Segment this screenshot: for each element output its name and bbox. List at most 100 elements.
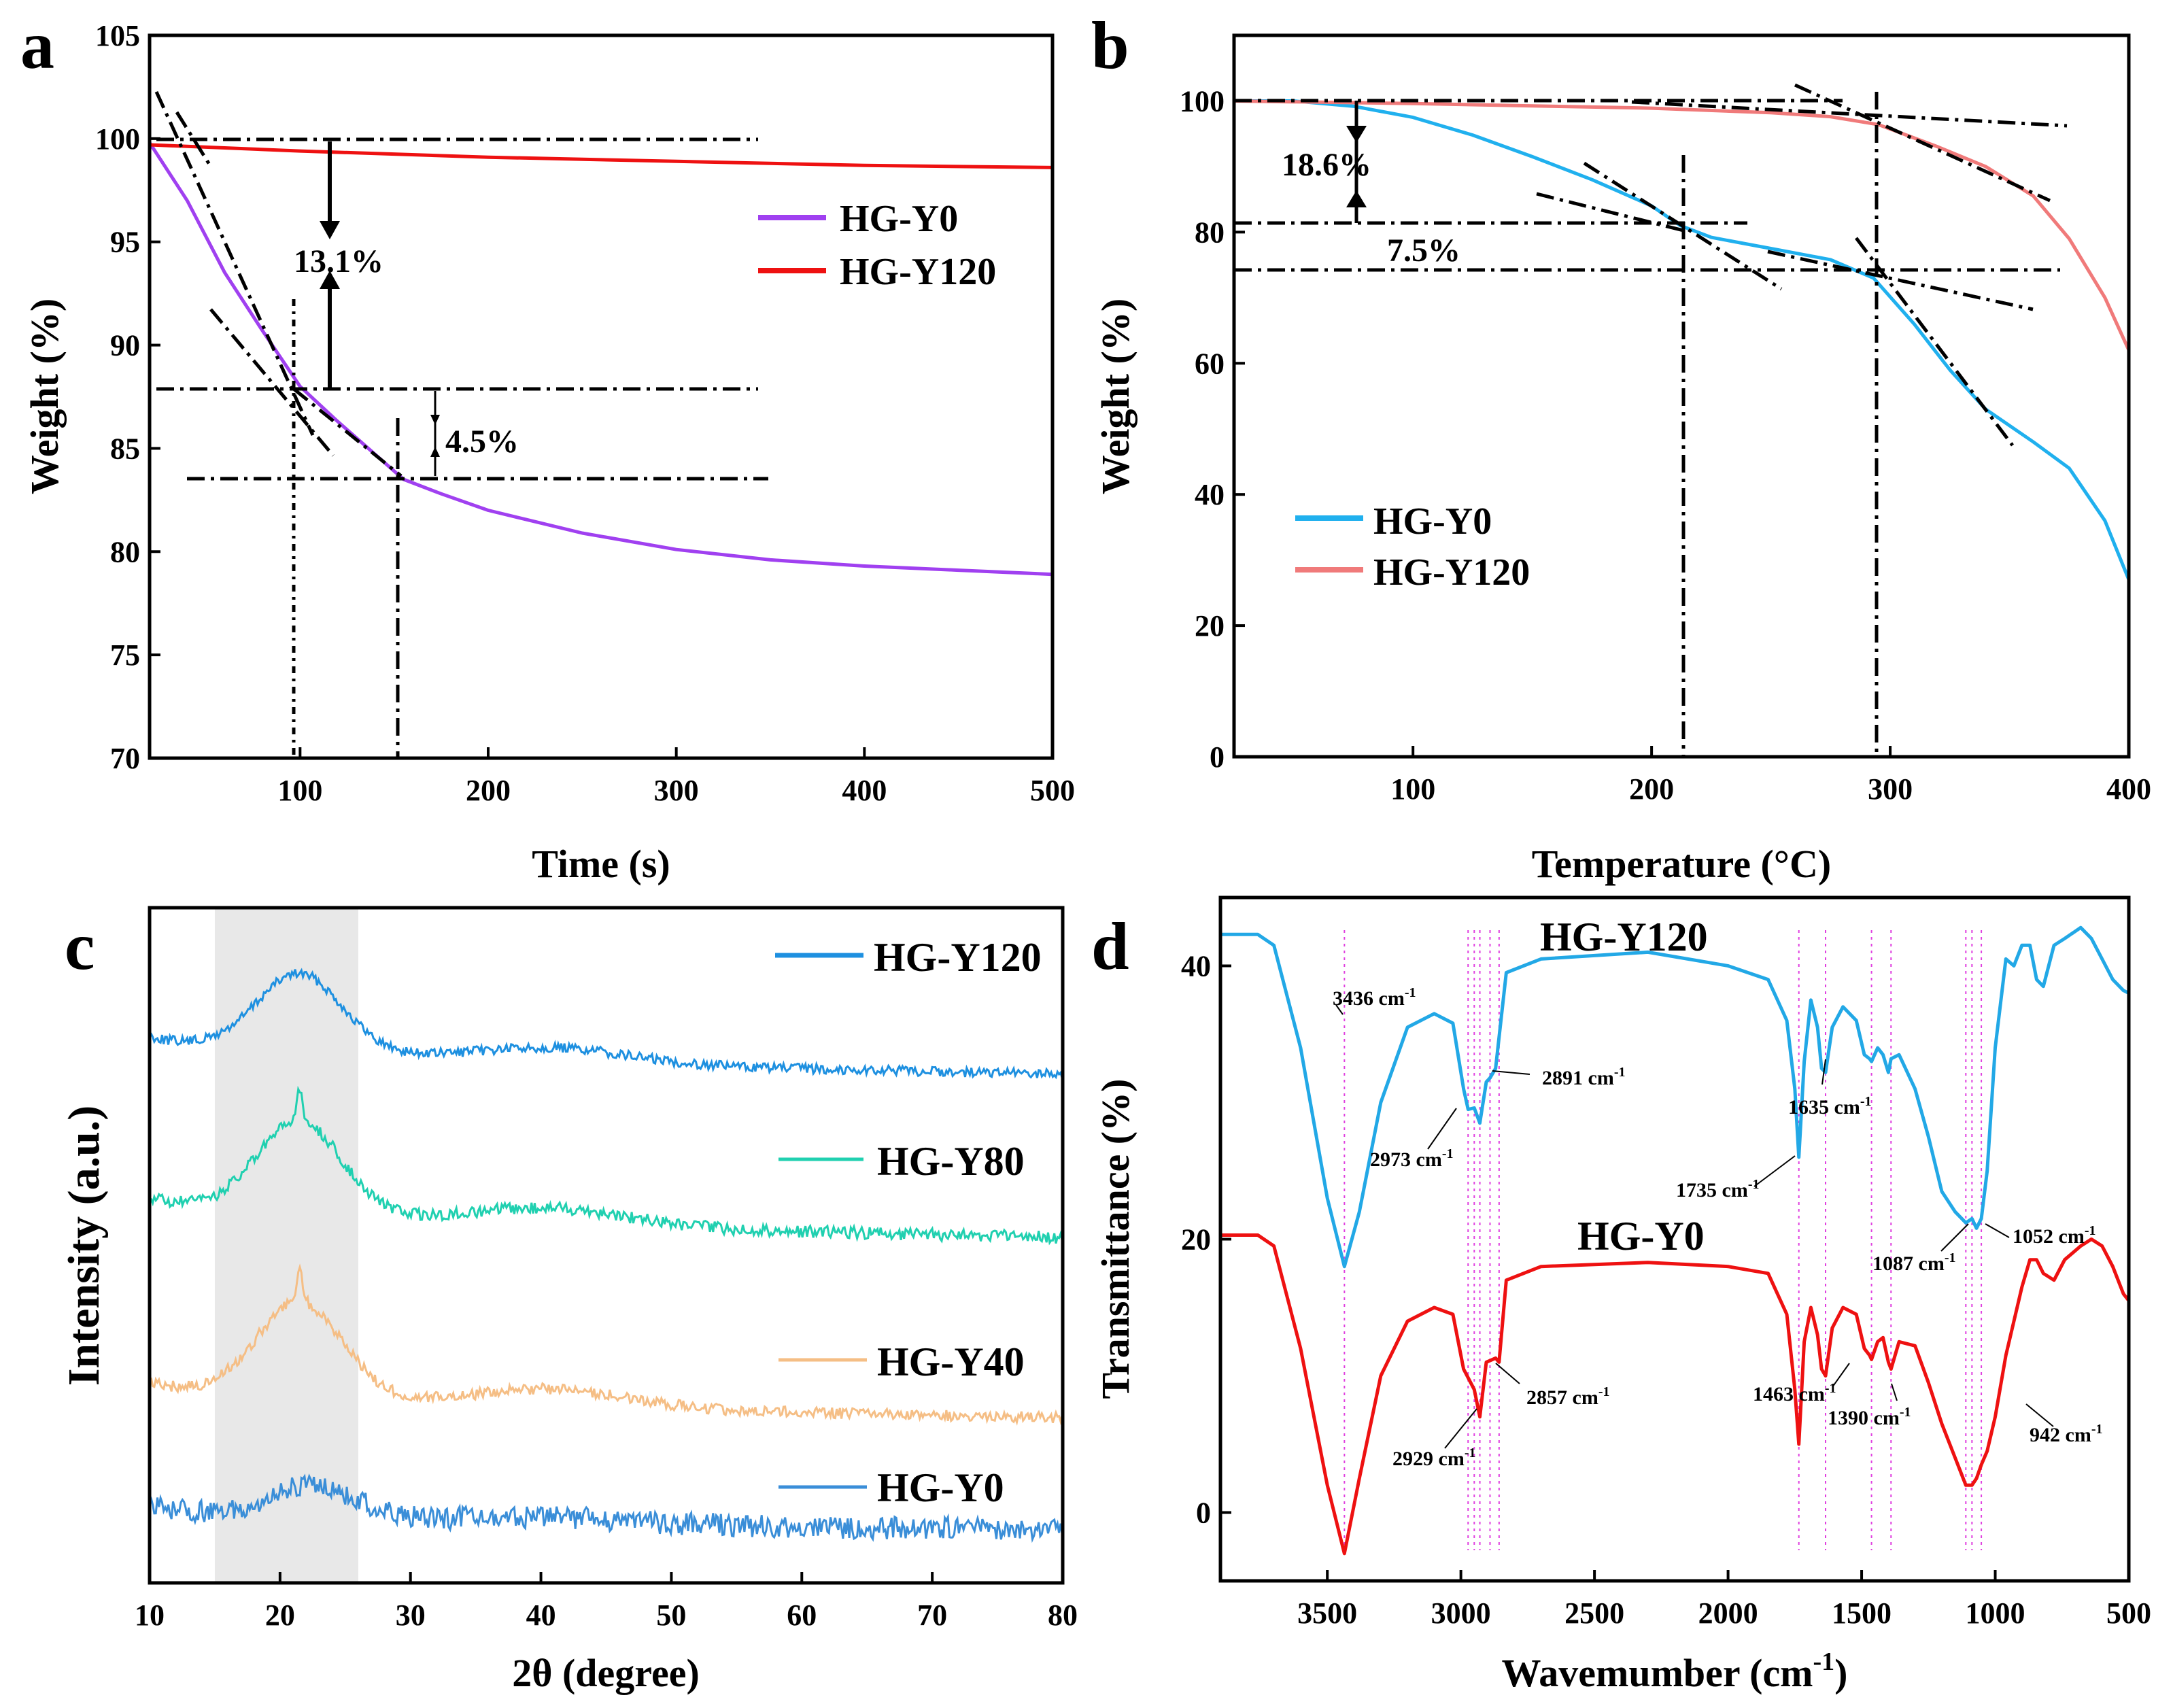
peak-label: 1087 cm-1 [1872, 1250, 1955, 1275]
panel-label-b: b [1091, 7, 1129, 83]
panel-a-legend: HG-Y0 HG-Y120 [758, 198, 996, 293]
peak-label: 2891 cm-1 [1542, 1065, 1625, 1089]
y-tick-label: 70 [110, 742, 140, 775]
panel-b-legend: HG-Y0 HG-Y120 [1295, 500, 1530, 594]
y-axis-label-b: Weight (%) [1093, 298, 1137, 494]
y-tick-label: 40 [1181, 950, 1211, 983]
legend-c-hg-y80: HG-Y80 [877, 1139, 1025, 1184]
x-tick-label: 100 [277, 774, 322, 807]
series-line-hg-y40 [148, 1263, 1063, 1426]
x-tick-label: 60 [787, 1599, 817, 1632]
legend-a-hg-y0: HG-Y0 [840, 198, 958, 240]
y-tick-label: 20 [1195, 609, 1225, 643]
y-tick-label: 100 [1180, 84, 1225, 118]
x-tick-label: 30 [396, 1599, 426, 1632]
series-line-hg-y80 [149, 1085, 1063, 1246]
peak-label: 1463 cm-1 [1753, 1381, 1836, 1405]
series-line-hg-y0 [148, 141, 1053, 577]
peak-label: 1735 cm-1 [1676, 1177, 1759, 1201]
series-line-hg-y120 [1220, 925, 2130, 1269]
peak-label-arrows [1335, 1004, 2054, 1449]
y-tick-label: 75 [110, 638, 140, 672]
series-line-hg-y0 [1220, 1233, 2130, 1556]
x-axis-label-d: Wavemumber (cm-1) [1502, 1647, 1848, 1695]
series-line-hg-y0 [148, 1473, 1063, 1543]
legend-c-hg-y40: HG-Y40 [877, 1339, 1025, 1384]
x-tick-label: 400 [842, 774, 887, 807]
y-tick-label: 60 [1195, 347, 1225, 380]
x-axis-label-a: Time (s) [532, 842, 670, 886]
panel-label-a: a [20, 7, 54, 83]
peak-label: 3436 cm-1 [1333, 985, 1416, 1010]
panel-c-legend: HG-Y120 HG-Y80 HG-Y40 HG-Y0 [775, 935, 1042, 1510]
x-tick-label: 80 [1048, 1599, 1078, 1632]
x-tick-label: 500 [1030, 774, 1075, 807]
y-tick-label: 20 [1181, 1223, 1211, 1257]
y-axis-label-a: Weight (%) [22, 298, 67, 494]
y-tick-label: 105 [95, 19, 140, 52]
x-tick-label: 200 [1629, 772, 1674, 806]
series-label-hg-y120: HG-Y120 [1540, 915, 1708, 959]
annotation-4-5-percent: 4.5% [445, 424, 519, 460]
y-tick-label: 0 [1210, 740, 1225, 774]
y-tick-label: 0 [1196, 1497, 1211, 1530]
panel-label-d: d [1091, 908, 1129, 984]
x-tick-label: 2000 [1698, 1596, 1758, 1630]
annotation-18-6-percent: 18.6% [1282, 147, 1371, 183]
x-tick-label: 100 [1390, 772, 1435, 806]
y-axis-label-c: Intensity (a.u.) [59, 1106, 109, 1386]
panel-a: a 100 200 300 400 500 70 75 80 85 90 95 100 105 13.1… [20, 7, 1075, 886]
peak-label: 1635 cm-1 [1788, 1094, 1871, 1118]
peak-label: 2973 cm-1 [1370, 1146, 1453, 1171]
y-tick-label: 100 [95, 122, 140, 156]
panel-a-helper-lines [154, 90, 768, 758]
panel-a-frame [148, 33, 1055, 760]
y-tick-label: 40 [1195, 478, 1225, 511]
series-label-hg-y0: HG-Y0 [1577, 1214, 1705, 1259]
x-tick-label: 400 [2106, 772, 2151, 806]
x-tick-label: 3500 [1297, 1596, 1357, 1630]
peak-label: 942 cm-1 [2030, 1422, 2102, 1446]
panel-label-c: c [65, 908, 95, 984]
panel-b-helper-lines [1234, 83, 2068, 757]
y-tick-label: 90 [110, 329, 140, 362]
legend-c-hg-y120: HG-Y120 [874, 935, 1042, 980]
x-axis-label-c: 2θ (degree) [512, 1651, 700, 1695]
x-tick-label: 300 [1868, 772, 1913, 806]
panel-d: d 3500 3000 2500 2000 1500 1000 500 0 20 40 HG-Y1… [1091, 895, 2151, 1695]
legend-a-hg-y120: HG-Y120 [840, 251, 996, 293]
annotation-7-5-percent: 7.5% [1387, 233, 1460, 269]
series-line-hg-y120 [149, 968, 1063, 1080]
y-axis-label-d: Transmittance (%) [1093, 1079, 1137, 1399]
peak-label: 2929 cm-1 [1392, 1446, 1475, 1470]
x-tick-label: 50 [656, 1599, 686, 1632]
series-line-hg-y120 [149, 143, 1053, 169]
peak-label: 1390 cm-1 [1828, 1405, 1911, 1429]
x-tick-label: 200 [466, 774, 511, 807]
x-tick-label: 300 [654, 774, 699, 807]
y-tick-label: 80 [110, 535, 140, 568]
legend-c-hg-y0: HG-Y0 [877, 1465, 1004, 1510]
x-tick-label: 10 [135, 1599, 165, 1632]
series-line-hg-y0 [1234, 99, 2131, 581]
y-tick-label: 85 [110, 432, 140, 465]
panel-b: b 100 200 300 400 0 20 40 60 80 100 18.6% 7.5% HG… [1091, 7, 2151, 886]
highlight-band [214, 908, 358, 1583]
y-tick-label: 80 [1195, 216, 1225, 249]
legend-b-hg-y0: HG-Y0 [1373, 500, 1492, 543]
y-tick-label: 95 [110, 226, 140, 259]
panel-b-frame [1232, 33, 2131, 759]
x-axis-label-b: Temperature (°C) [1532, 842, 1831, 886]
x-tick-label: 500 [2106, 1596, 2151, 1630]
x-tick-label: 1500 [1832, 1596, 1892, 1630]
panel-d-frame [1218, 895, 2131, 1583]
x-tick-label: 2500 [1564, 1596, 1624, 1630]
panel-c: c 10 20 30 40 50 60 70 80 HG-Y120 HG-Y80 HG-Y40… [59, 906, 1078, 1695]
panel-c-frame [148, 906, 1065, 1585]
peak-labels: 3436 cm-1 2973 cm-1 2891 cm-1 1635 cm-1 1735… [1333, 985, 2102, 1470]
x-tick-label: 20 [265, 1599, 295, 1632]
x-tick-label: 3000 [1431, 1596, 1491, 1630]
peak-label: 2857 cm-1 [1526, 1384, 1609, 1409]
x-tick-label: 40 [526, 1599, 556, 1632]
